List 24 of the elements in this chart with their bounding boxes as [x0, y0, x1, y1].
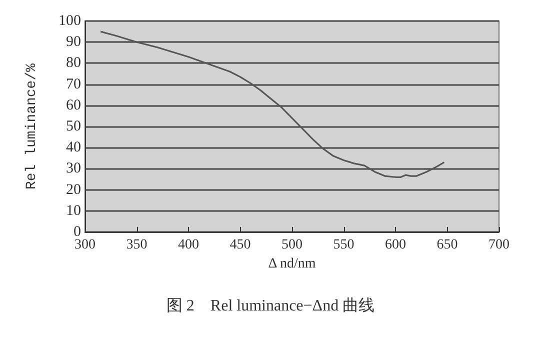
- x-tick-label: 600: [385, 238, 406, 252]
- x-tick-label: 500: [282, 238, 302, 252]
- x-axis-title: Δ nd/nm: [268, 256, 316, 272]
- x-tick-label: 650: [436, 238, 458, 252]
- x-tick-label: 550: [333, 238, 354, 252]
- y-tick-label: 0: [74, 224, 81, 240]
- x-tick-label: 400: [178, 238, 199, 252]
- x-tick-label: 450: [230, 238, 251, 252]
- y-tick-label: 40: [66, 140, 81, 156]
- y-tick-label: 80: [66, 55, 81, 72]
- caption: 图 2 Rel luminance−Δnd 曲线: [166, 296, 375, 314]
- y-tick-label: 100: [58, 13, 81, 29]
- y-tick-label: 90: [66, 34, 81, 50]
- line-series: [100, 30, 445, 178]
- x-tick-label: 350: [126, 238, 148, 252]
- y-axis-title: Rel luminance/%: [24, 62, 40, 190]
- y-tick-label: 30: [66, 160, 81, 177]
- x-tick-label: 700: [488, 238, 510, 252]
- y-tick-label: 60: [66, 97, 81, 114]
- y-tick-label: 20: [66, 182, 81, 198]
- y-tick-label: 10: [66, 202, 81, 219]
- y-tick-label: 50: [66, 118, 81, 134]
- y-tick-label: 70: [66, 76, 81, 92]
- x-tick-label: 300: [74, 238, 96, 252]
